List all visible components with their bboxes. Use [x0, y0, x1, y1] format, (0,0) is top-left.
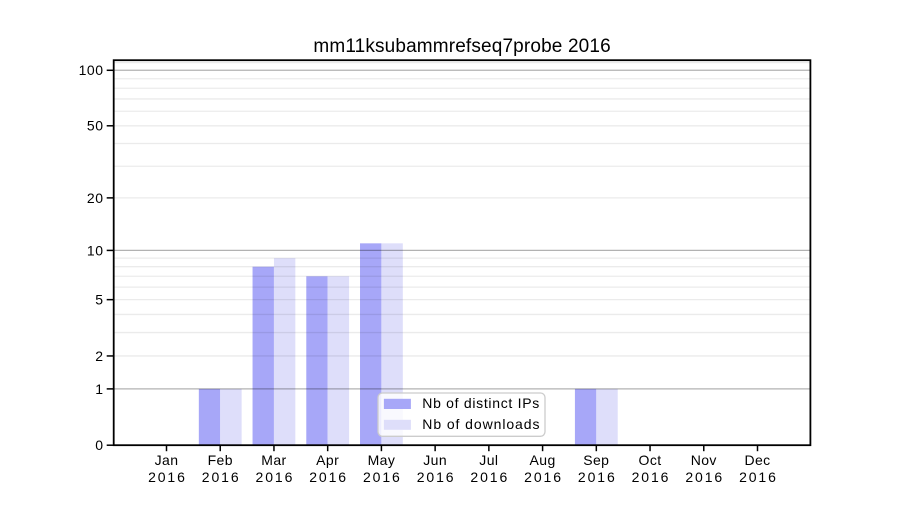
svg-text:Nb of downloads: Nb of downloads	[422, 416, 540, 432]
svg-text:May: May	[368, 452, 396, 468]
svg-text:Nb of distinct IPs: Nb of distinct IPs	[422, 395, 540, 411]
svg-text:50: 50	[87, 118, 104, 134]
svg-text:Mar: Mar	[261, 452, 286, 468]
svg-text:Apr: Apr	[316, 452, 339, 468]
svg-text:1: 1	[95, 381, 103, 397]
svg-text:Jun: Jun	[423, 452, 447, 468]
svg-text:5: 5	[95, 292, 103, 308]
svg-text:Feb: Feb	[208, 452, 233, 468]
svg-text:2016: 2016	[309, 469, 348, 485]
svg-text:2016: 2016	[363, 469, 402, 485]
svg-text:Jul: Jul	[479, 452, 498, 468]
svg-text:10: 10	[87, 242, 104, 258]
svg-text:20: 20	[87, 190, 104, 206]
svg-text:Jan: Jan	[155, 452, 179, 468]
svg-text:2016: 2016	[148, 469, 187, 485]
svg-text:Dec: Dec	[744, 452, 770, 468]
svg-text:2: 2	[95, 348, 103, 364]
svg-text:0: 0	[95, 437, 103, 453]
svg-text:Oct: Oct	[639, 452, 662, 468]
svg-text:Aug: Aug	[530, 452, 556, 468]
svg-text:2016: 2016	[739, 469, 778, 485]
svg-text:Sep: Sep	[583, 452, 609, 468]
svg-text:2016: 2016	[632, 469, 671, 485]
svg-text:mm11ksubammrefseq7probe 2016: mm11ksubammrefseq7probe 2016	[313, 36, 610, 57]
svg-text:2016: 2016	[256, 469, 295, 485]
svg-text:Nov: Nov	[691, 452, 717, 468]
svg-text:2016: 2016	[524, 469, 563, 485]
svg-text:2016: 2016	[578, 469, 617, 485]
svg-text:2016: 2016	[202, 469, 241, 485]
svg-text:100: 100	[79, 62, 104, 78]
svg-text:2016: 2016	[470, 469, 509, 485]
svg-text:2016: 2016	[685, 469, 724, 485]
svg-text:2016: 2016	[417, 469, 456, 485]
